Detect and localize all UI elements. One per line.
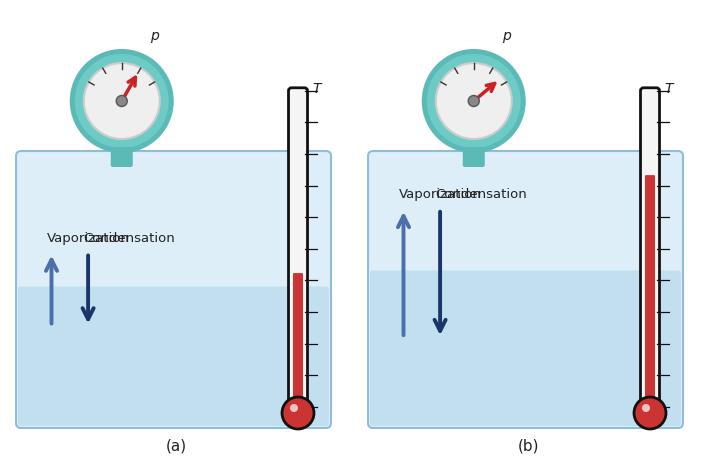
FancyBboxPatch shape [645,175,655,408]
Circle shape [116,95,127,106]
Text: (a): (a) [165,438,187,454]
FancyBboxPatch shape [16,151,331,428]
Circle shape [75,54,169,148]
Text: p: p [503,29,511,43]
FancyBboxPatch shape [641,88,660,410]
Circle shape [282,397,314,429]
Text: T: T [313,82,321,96]
Circle shape [468,95,479,106]
FancyBboxPatch shape [18,286,329,426]
Text: Vaporization: Vaporization [398,188,482,201]
FancyBboxPatch shape [293,273,303,408]
Text: Condensation: Condensation [435,188,527,201]
Circle shape [70,49,174,153]
FancyBboxPatch shape [370,271,681,426]
Text: (b): (b) [517,438,539,454]
Text: Vaporization: Vaporization [46,231,130,245]
Text: p: p [151,29,159,43]
FancyBboxPatch shape [289,88,308,410]
FancyBboxPatch shape [111,147,133,167]
Circle shape [84,63,160,139]
Circle shape [634,397,666,429]
Circle shape [422,49,526,153]
Text: Condensation: Condensation [83,231,175,245]
Circle shape [436,63,512,139]
Circle shape [427,54,521,148]
Text: T: T [665,82,673,96]
FancyBboxPatch shape [368,151,683,428]
FancyBboxPatch shape [463,147,485,167]
Circle shape [642,404,650,412]
Circle shape [290,404,298,412]
